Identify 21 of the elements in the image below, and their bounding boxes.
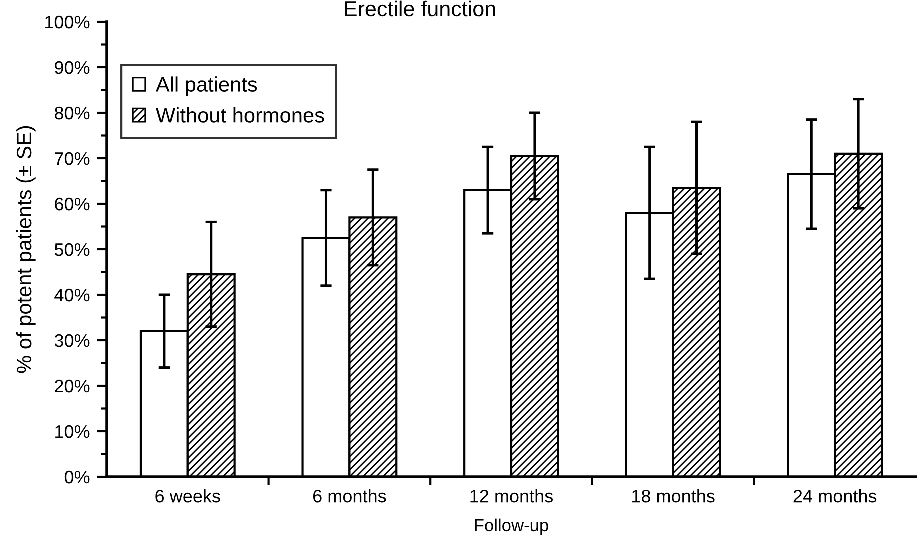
y-tick-label: 100% (46, 16, 90, 29)
legend-label: Without hormones (156, 108, 324, 123)
x-tick-label: 6 weeks (156, 490, 220, 503)
legend-label: All patients (156, 76, 258, 96)
y-tick-label: 0% (64, 470, 90, 484)
x-tick-label: 18 months (632, 490, 715, 503)
y-tick-label: 70% (55, 152, 90, 166)
y-tick-label: 40% (54, 288, 90, 302)
x-axis-title: Follow-up (475, 518, 548, 536)
y-tick-label: 30% (54, 334, 90, 348)
chart-title: Erectile function (345, 0, 496, 17)
x-tick-label: 24 months (794, 490, 877, 503)
y-axis-title: % of potent patients (± SE) (16, 126, 36, 374)
x-tick-label: 12 months (470, 490, 554, 503)
y-tick-label: 90% (55, 61, 90, 74)
x-tick-label: 6 months (313, 490, 386, 503)
y-tick-label: 20% (55, 380, 90, 393)
y-tick-label: 10% (56, 425, 90, 438)
y-tick-label: 50% (54, 243, 90, 256)
y-tick-label: 80% (54, 106, 90, 120)
y-tick-label: 60% (55, 198, 90, 211)
